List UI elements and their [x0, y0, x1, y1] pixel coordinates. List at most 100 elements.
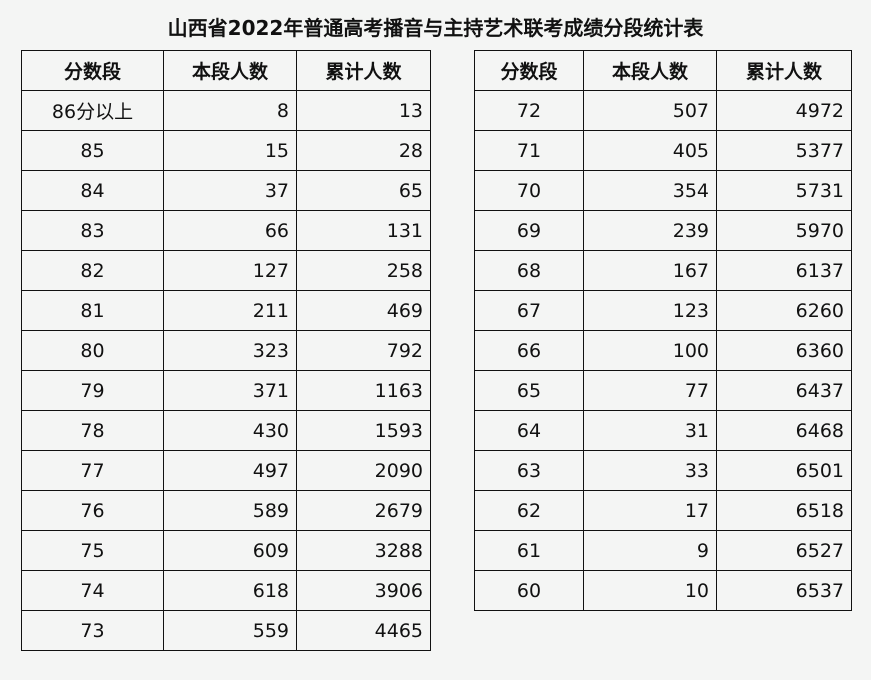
score-range-cell: 66: [474, 330, 584, 371]
table-row: 62 17 6518: [474, 490, 852, 531]
page-title: 山西省2022年普通高考播音与主持艺术联考成绩分段统计表: [167, 16, 704, 40]
table-row: 64 31 6468: [474, 410, 852, 451]
score-range-cell: 84: [21, 170, 164, 211]
header-cumulative-count: 累计人数: [716, 50, 852, 91]
score-range-cell: 73: [21, 610, 164, 651]
cumulative-count-cell: 6137: [716, 250, 852, 291]
cumulative-count-cell: 4465: [296, 610, 431, 651]
cumulative-count-cell: 1593: [296, 410, 431, 451]
table-row: 84 37 65: [21, 170, 431, 211]
segment-count-cell: 497: [163, 450, 297, 491]
segment-count-cell: 8: [163, 90, 297, 131]
segment-count-cell: 371: [163, 370, 297, 411]
segment-count-cell: 354: [583, 170, 717, 211]
score-range-cell: 64: [474, 410, 584, 451]
table-row: 85 15 28: [21, 130, 431, 171]
cumulative-count-cell: 6260: [716, 290, 852, 331]
segment-count-cell: 323: [163, 330, 297, 371]
table-row: 73 559 4465: [21, 610, 431, 651]
cumulative-count-cell: 792: [296, 330, 431, 371]
score-range-cell: 80: [21, 330, 164, 371]
cumulative-count-cell: 65: [296, 170, 431, 211]
cumulative-count-cell: 5377: [716, 130, 852, 171]
score-range-cell: 86分以上: [21, 90, 164, 131]
score-range-cell: 83: [21, 210, 164, 251]
cumulative-count-cell: 4972: [716, 90, 852, 131]
score-range-cell: 65: [474, 370, 584, 411]
cumulative-count-cell: 258: [296, 250, 431, 291]
score-range-cell: 81: [21, 290, 164, 331]
table-row: 67 123 6260: [474, 290, 852, 331]
table-row: 82 127 258: [21, 250, 431, 291]
segment-count-cell: 100: [583, 330, 717, 371]
segment-count-cell: 33: [583, 450, 717, 491]
segment-count-cell: 609: [163, 530, 297, 571]
score-range-cell: 60: [474, 570, 584, 611]
cumulative-count-cell: 5731: [716, 170, 852, 211]
table-row: 75 609 3288: [21, 530, 431, 571]
cumulative-count-cell: 6437: [716, 370, 852, 411]
header-row: 分数段 本段人数 累计人数: [474, 50, 852, 91]
segment-count-cell: 211: [163, 290, 297, 331]
segment-count-cell: 239: [583, 210, 717, 251]
table-row: 71 405 5377: [474, 130, 852, 171]
segment-count-cell: 507: [583, 90, 717, 131]
score-range-cell: 75: [21, 530, 164, 571]
score-table-left: 分数段 本段人数 累计人数 86分以上 8 13 85 15 28 84 37 65 83 66 131 82…: [21, 50, 431, 651]
table-row: 65 77 6437: [474, 370, 852, 411]
table-row: 74 618 3906: [21, 570, 431, 611]
table-row: 72 507 4972: [474, 90, 852, 131]
cumulative-count-cell: 6501: [716, 450, 852, 491]
segment-count-cell: 15: [163, 130, 297, 171]
cumulative-count-cell: 6518: [716, 490, 852, 531]
header-segment-count: 本段人数: [163, 50, 297, 91]
score-range-cell: 63: [474, 450, 584, 491]
score-range-cell: 68: [474, 250, 584, 291]
table-row: 61 9 6527: [474, 530, 852, 571]
cumulative-count-cell: 3288: [296, 530, 431, 571]
segment-count-cell: 618: [163, 570, 297, 611]
segment-count-cell: 10: [583, 570, 717, 611]
segment-count-cell: 167: [583, 250, 717, 291]
cumulative-count-cell: 3906: [296, 570, 431, 611]
segment-count-cell: 37: [163, 170, 297, 211]
cumulative-count-cell: 469: [296, 290, 431, 331]
table-row: 79 371 1163: [21, 370, 431, 411]
table-row: 78 430 1593: [21, 410, 431, 451]
score-range-cell: 61: [474, 530, 584, 571]
score-table-right: 分数段 本段人数 累计人数 72 507 4972 71 405 5377 70 354 5731 69…: [474, 50, 852, 611]
score-range-cell: 78: [21, 410, 164, 451]
table-row: 68 167 6137: [474, 250, 852, 291]
segment-count-cell: 123: [583, 290, 717, 331]
segment-count-cell: 559: [163, 610, 297, 651]
header-cumulative-count: 累计人数: [296, 50, 431, 91]
cumulative-count-cell: 2679: [296, 490, 431, 531]
table-row: 63 33 6501: [474, 450, 852, 491]
table-row: 81 211 469: [21, 290, 431, 331]
score-range-cell: 67: [474, 290, 584, 331]
score-range-cell: 71: [474, 130, 584, 171]
cumulative-count-cell: 2090: [296, 450, 431, 491]
segment-count-cell: 9: [583, 530, 717, 571]
score-range-cell: 69: [474, 210, 584, 251]
cumulative-count-cell: 6468: [716, 410, 852, 451]
score-range-cell: 77: [21, 450, 164, 491]
table-row: 76 589 2679: [21, 490, 431, 531]
cumulative-count-cell: 131: [296, 210, 431, 251]
table-row: 60 10 6537: [474, 570, 852, 611]
cumulative-count-cell: 6537: [716, 570, 852, 611]
header-score-range: 分数段: [21, 50, 164, 91]
segment-count-cell: 77: [583, 370, 717, 411]
table-row: 66 100 6360: [474, 330, 852, 371]
table-row: 70 354 5731: [474, 170, 852, 211]
cumulative-count-cell: 5970: [716, 210, 852, 251]
score-range-cell: 62: [474, 490, 584, 531]
table-row: 86分以上 8 13: [21, 90, 431, 131]
segment-count-cell: 430: [163, 410, 297, 451]
score-range-cell: 85: [21, 130, 164, 171]
segment-count-cell: 405: [583, 130, 717, 171]
score-range-cell: 74: [21, 570, 164, 611]
header-segment-count: 本段人数: [583, 50, 717, 91]
segment-count-cell: 17: [583, 490, 717, 531]
score-range-cell: 79: [21, 370, 164, 411]
